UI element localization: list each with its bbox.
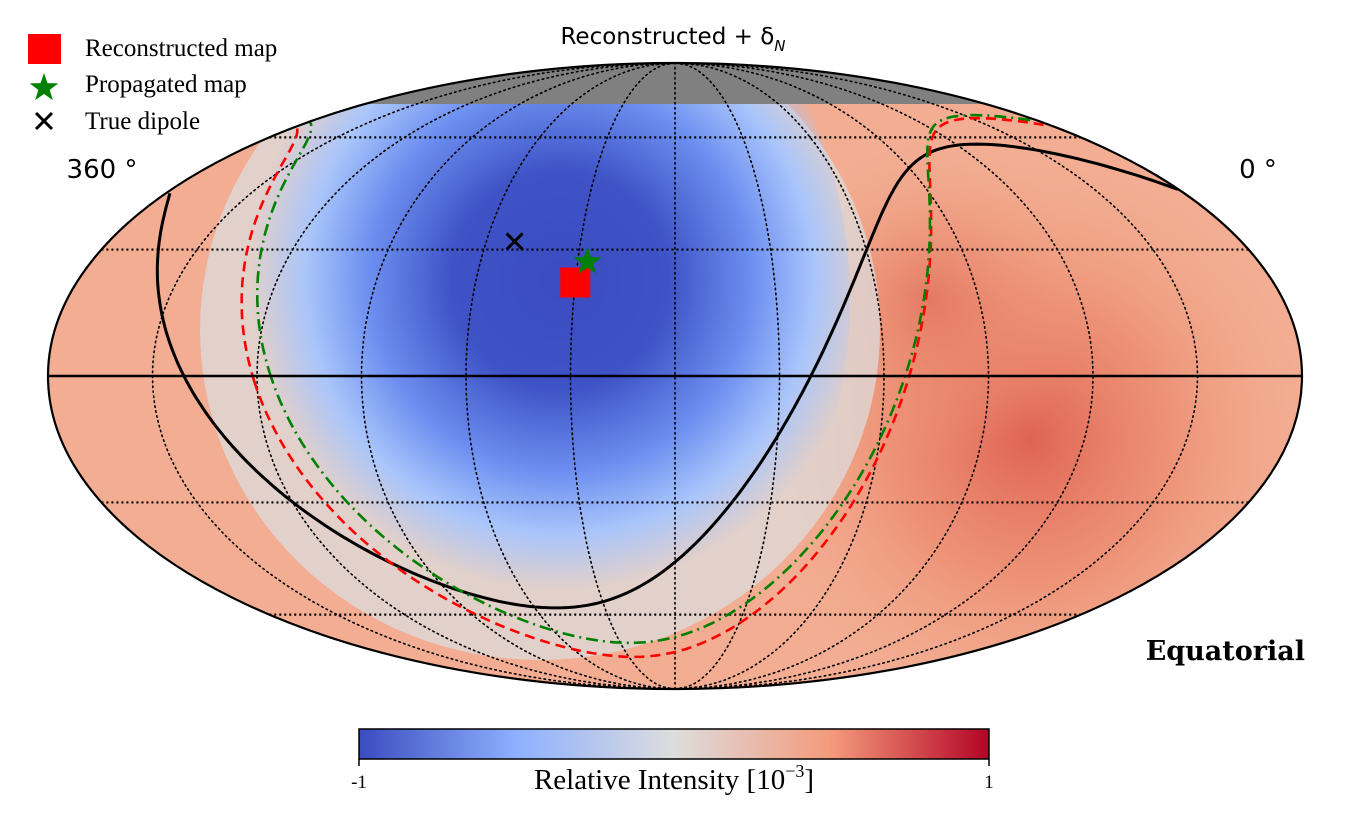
marker-layer xyxy=(505,232,602,298)
ra-right-label: 0 ° xyxy=(1239,155,1277,185)
legend: Reconstructed map Propagated map True di… xyxy=(28,34,277,135)
legend-star-marker xyxy=(29,73,59,101)
propagated-contour xyxy=(256,113,1031,645)
colorbar-label: Relative Intensity [10−3] xyxy=(534,761,814,796)
legend-label-reconstructed: Reconstructed map xyxy=(85,35,277,62)
colorbar-min-label: -1 xyxy=(351,772,367,793)
meridian-line xyxy=(569,62,676,690)
ra-left-label: 360 ° xyxy=(67,155,138,185)
deficit-region xyxy=(250,63,850,680)
legend-x-marker xyxy=(34,111,54,131)
contours xyxy=(155,113,1179,659)
colorbar: -1 1 Relative Intensity [10−3] xyxy=(351,728,994,796)
legend-label-true-dipole: True dipole xyxy=(85,108,200,135)
meridian-line xyxy=(674,62,781,690)
chart-title: Reconstructed + δN xyxy=(560,24,785,55)
reconstructed-contour xyxy=(240,116,1044,659)
propagated-map-marker xyxy=(573,246,602,274)
colorbar-max-label: 1 xyxy=(984,772,994,793)
true-dipole-marker xyxy=(505,232,524,251)
frame-label: Equatorial xyxy=(1146,636,1305,667)
true-dipole-contour xyxy=(155,142,1179,610)
colorbar-gradient xyxy=(358,728,990,760)
reconstructed-map-marker xyxy=(560,267,591,298)
legend-square-marker xyxy=(28,34,61,64)
legend-label-propagated: Propagated map xyxy=(85,71,247,98)
